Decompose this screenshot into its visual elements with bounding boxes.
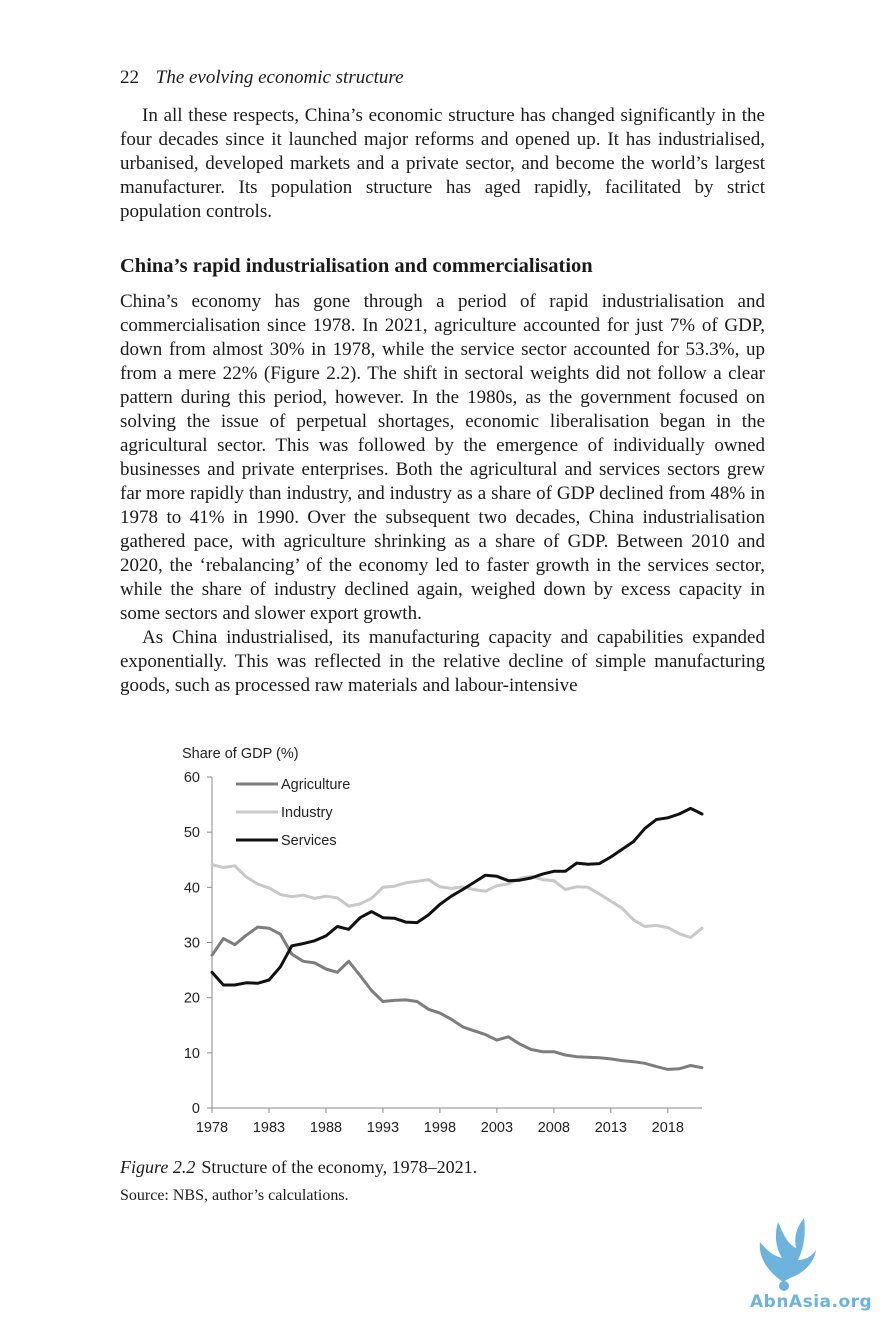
paragraph-1: In all these respects, China’s economic … [120,105,765,222]
paragraph-2: China’s economy has gone through a perio… [120,291,765,624]
watermark-text: AbnAsia.org [750,1292,873,1312]
legend-label-agriculture: Agriculture [281,777,350,793]
x-tick-label: 1998 [424,1120,456,1136]
y-tick-label: 60 [184,770,200,786]
series-line-agriculture [210,925,704,1071]
figure-caption: Figure 2.2 Structure of the economy, 1978… [120,1155,477,1179]
legend: Agriculture Industry Services [236,777,350,849]
section-body: China’s economy has gone through a perio… [120,290,765,698]
legend-label-services: Services [281,833,337,849]
watermark-logo: AbnAsia.org [748,1212,885,1322]
legend-label-industry: Industry [281,805,333,821]
x-tick-label: 1978 [196,1120,228,1136]
y-tick-label: 20 [184,991,200,1007]
y-tick-label: 40 [184,880,200,896]
figure-label: Figure 2.2 [120,1157,196,1177]
x-tick-labels: 1978 1983 1988 1993 1998 2003 2008 2013 2018 [196,1120,684,1136]
section-heading: China’s rapid industrialisation and comm… [120,255,593,277]
axes [207,776,702,1113]
x-tick-label: 1983 [253,1120,285,1136]
series-line-industry [210,863,704,939]
series-line-services [210,806,704,987]
x-tick-label: 1988 [310,1120,342,1136]
running-head: 22 The evolving economic structure [120,66,404,90]
page-number: 22 [120,67,139,88]
y-tick-labels: 0 10 20 30 40 50 60 [184,770,200,1117]
series-lines [210,806,704,1071]
paragraph-3: As China industrialised, its manufacturi… [120,627,765,696]
figure-source: Source: NBS, author’s calculations. [120,1187,349,1204]
y-tick-label: 0 [192,1101,200,1117]
x-tick-label: 2008 [538,1120,570,1136]
y-tick-label: 30 [184,936,200,952]
x-tick-label: 2003 [481,1120,513,1136]
intro-paragraph-block: In all these respects, China’s economic … [120,104,765,224]
y-tick-label: 50 [184,825,200,841]
y-axis-label: Share of GDP (%) [182,746,299,762]
running-title: The evolving economic structure [155,67,404,88]
figure-caption-text: Structure of the economy, 1978–2021. [201,1157,478,1177]
x-tick-label: 1993 [367,1120,399,1136]
x-tick-label: 2013 [595,1120,627,1136]
phoenix-icon [759,1218,816,1291]
y-tick-label: 10 [184,1046,200,1062]
x-tick-label: 2018 [652,1120,684,1136]
